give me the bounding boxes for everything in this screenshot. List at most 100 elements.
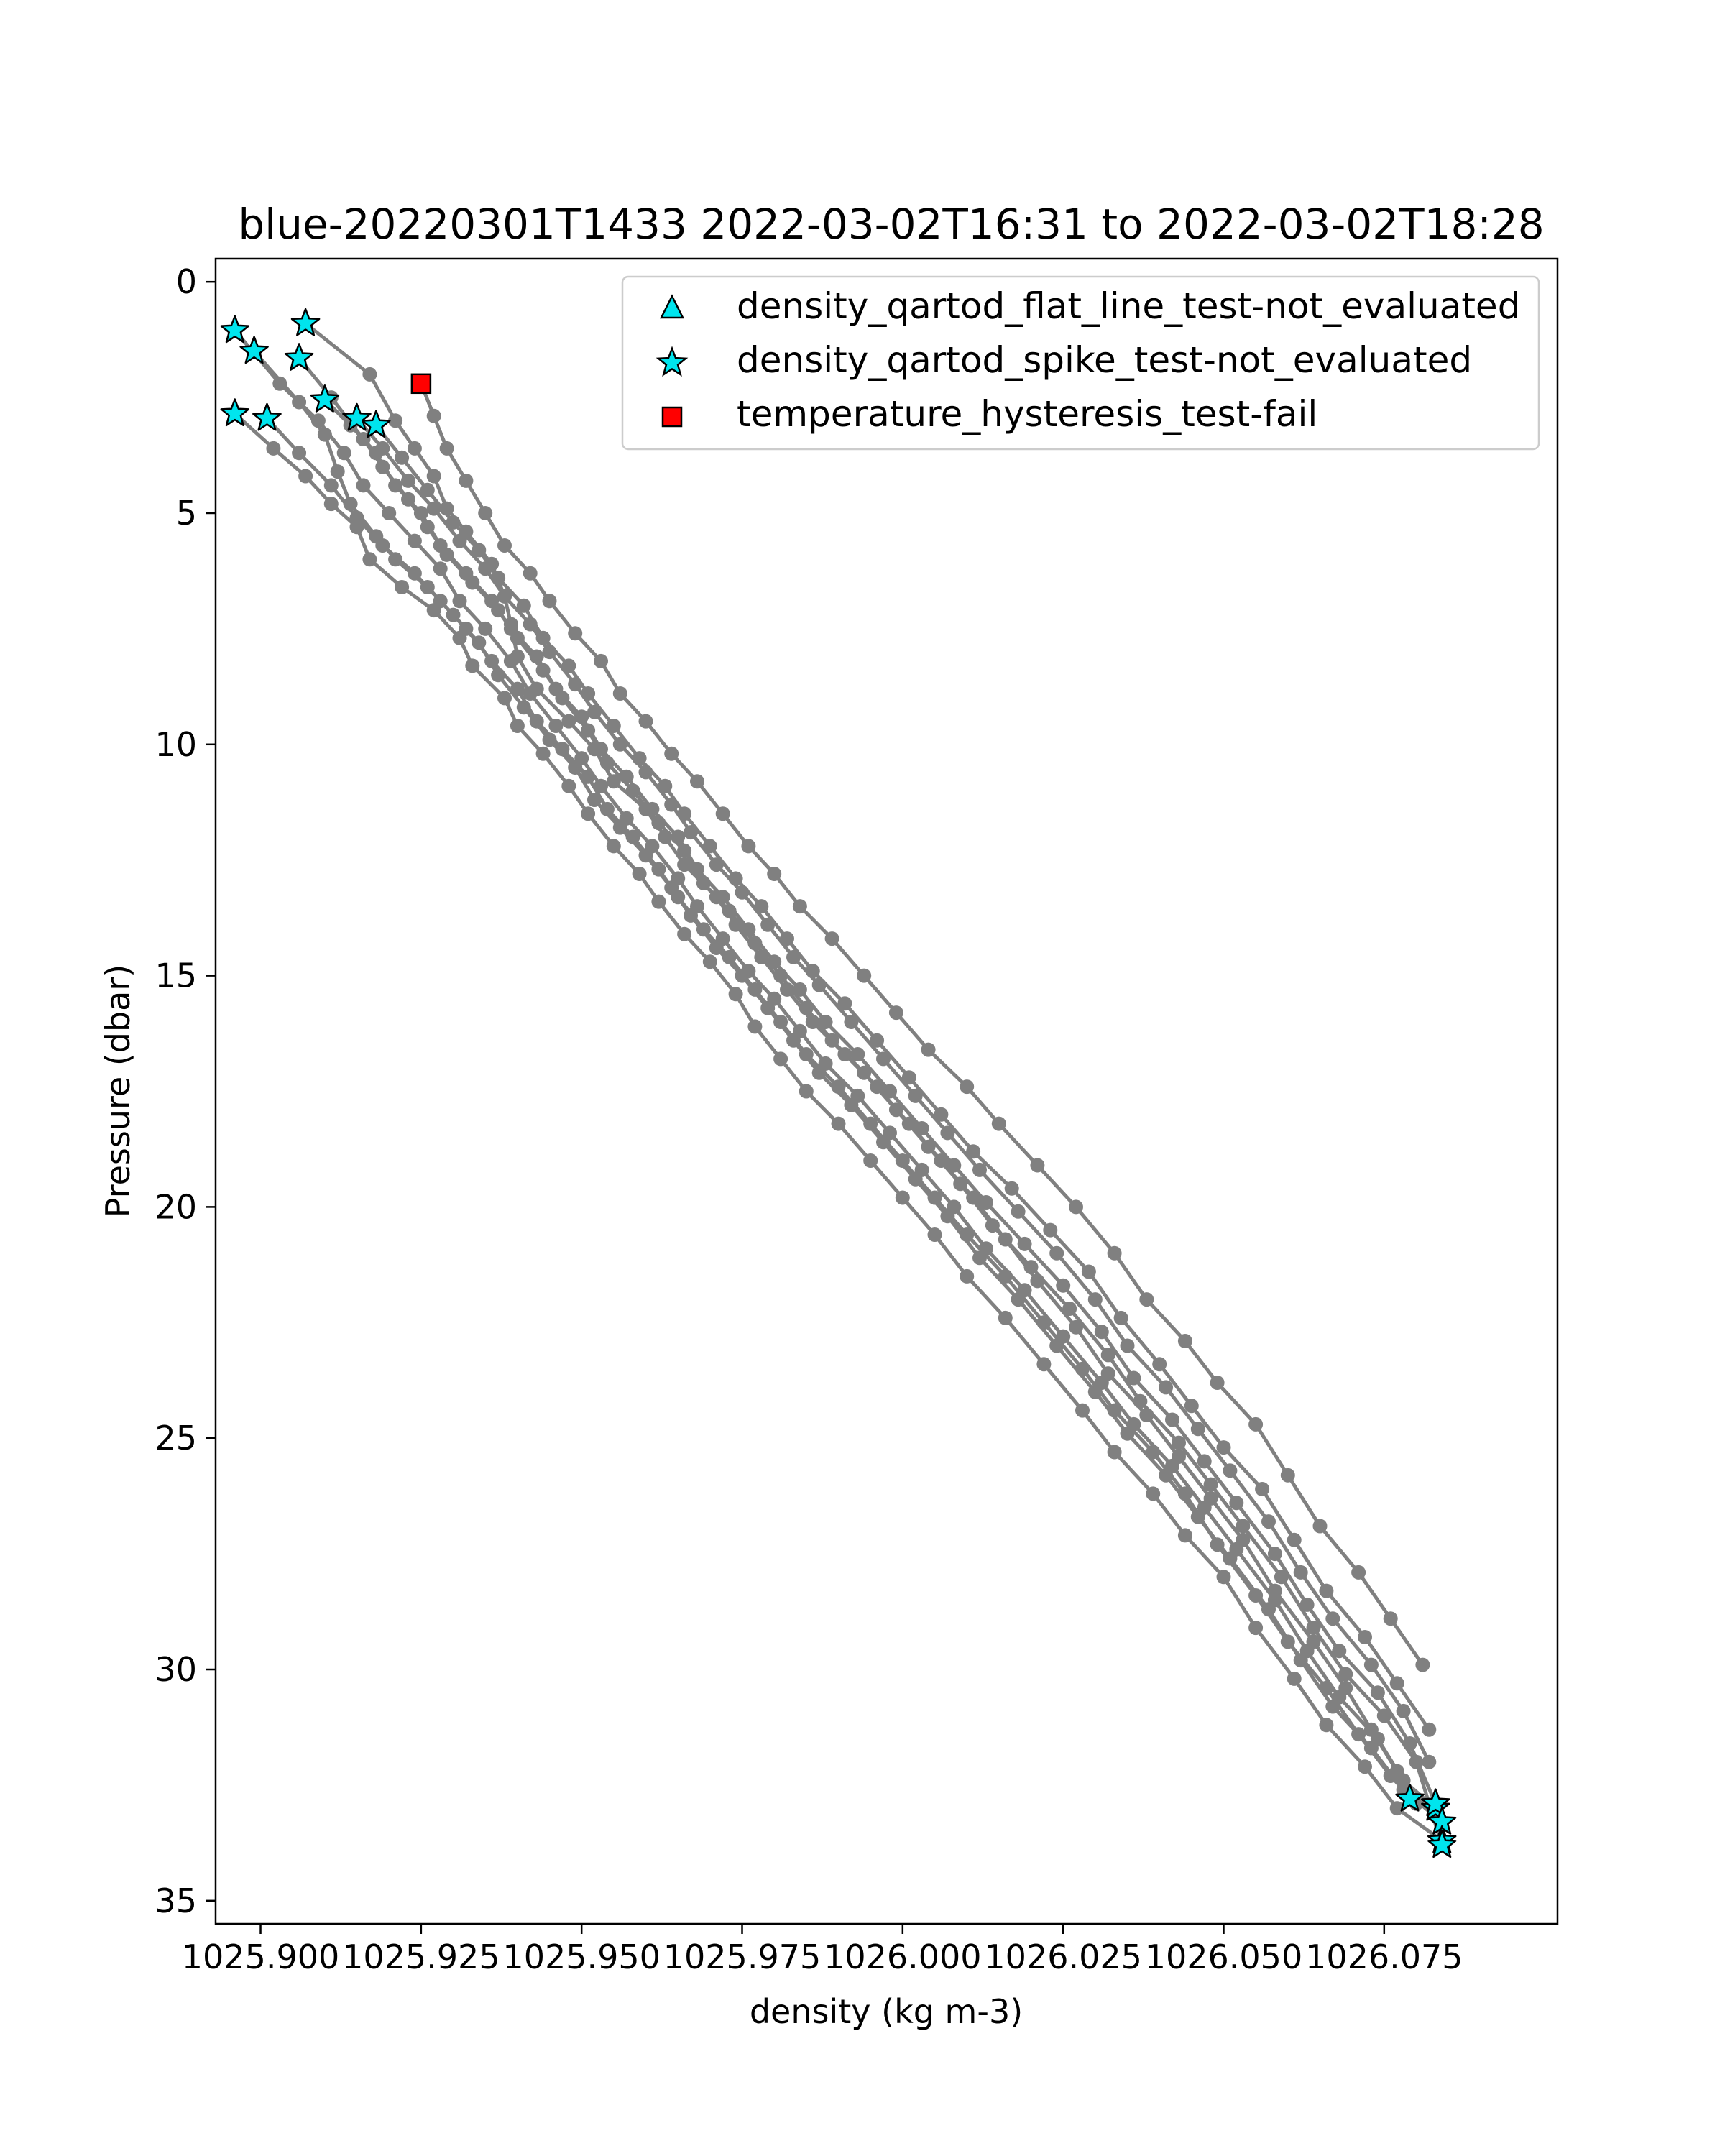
profile-point [292,395,307,410]
profile-point [1126,1370,1141,1386]
profile-point [484,653,500,668]
profile-point [452,594,467,609]
profile-point [581,686,596,701]
profile-point [446,515,461,530]
profile-point [1062,1302,1077,1316]
profile-point [702,839,717,854]
profile-point [1358,1759,1372,1774]
profile-point [561,714,576,729]
profile-point [1075,1361,1090,1376]
legend: density_qartod_flat_line_test-not_evalua… [621,275,1540,451]
profile-point [748,1019,763,1034]
profile-point [1210,1376,1225,1390]
profile-point [503,653,518,668]
legend-star-marker [656,346,689,377]
spike-test-point [310,384,340,413]
profile-point [1120,1338,1135,1353]
profile-point [921,1139,936,1154]
profile-point [960,1227,975,1242]
profile-point [934,1107,949,1122]
profile-point [594,742,608,757]
profile-point [439,441,454,456]
profile-point [1107,1245,1122,1261]
profile-point [901,1070,916,1085]
profile-point [1332,1644,1347,1659]
profile-point [497,538,512,553]
profile-point [741,839,756,854]
profile-point [1056,1278,1071,1293]
profile-point [805,964,820,979]
profile-point [606,719,621,733]
profile-point [599,801,615,816]
profile-9 [413,376,1430,1672]
profile-point [1216,1440,1231,1455]
spike-test-point [362,410,391,438]
profile-point [1383,1611,1398,1626]
profile-point [863,1153,878,1168]
profile-point [1165,1412,1179,1427]
profile-point [850,1047,865,1061]
profile-point [413,506,428,520]
profile-point [362,367,377,382]
profile-point [497,691,512,706]
profile-point [523,686,538,701]
profile-point [619,769,634,784]
spike-test-point [1427,1830,1457,1858]
profile-point [824,1033,840,1048]
profile-point [792,982,807,997]
profile-point [420,482,435,497]
profile-point [940,1125,955,1141]
profile-point [1358,1630,1372,1644]
profile-point [966,1144,981,1159]
profile-point [561,658,576,673]
profile-point [1351,1565,1366,1580]
hysteresis-fail-markers [410,373,432,395]
profile-point [1312,1519,1328,1534]
profile-point [542,732,557,747]
profile-point [1363,1657,1379,1672]
profile-point [940,1209,955,1224]
profile-point [632,867,647,881]
legend-label-flat-line: density_qartod_flat_line_test-not_evalua… [737,285,1520,327]
profile-point [1306,1621,1321,1636]
profile-point [581,769,596,784]
x-tick-label: 1026.025 [984,1938,1142,1976]
profile-point [1152,1357,1167,1372]
profile-point [927,1190,942,1205]
profile-point [767,867,782,881]
profile-point [927,1227,942,1242]
profile-point [773,1015,788,1029]
profile-point [908,1171,923,1187]
profile-point [722,949,737,964]
profile-point [1203,1477,1218,1492]
profile-point [1319,1718,1334,1733]
profile-point [1184,1399,1199,1414]
profile-point [459,621,474,636]
x-tick-label: 1025.925 [342,1938,500,1976]
profile-point [1107,1445,1122,1460]
profile-point [888,1102,903,1118]
profile-point [266,441,281,456]
legend-label-spike: density_qartod_spike_test-not_evaluated [737,339,1472,381]
profile-point [888,1005,903,1021]
profile-point [612,820,627,835]
y-axis-label: Pressure (dbar) [98,964,137,1217]
profile-point [407,441,422,456]
profile-point [323,478,339,493]
profile-point [426,408,441,423]
profile-point [671,829,686,844]
profile-point [1177,1486,1192,1501]
y-tick-label: 10 [155,725,197,764]
profile-point [529,714,544,729]
profile-point [799,1084,814,1099]
spike-test-point [1395,1783,1425,1812]
profile-point [728,987,743,1002]
profile-point [1069,1319,1083,1335]
profile-point [658,778,673,793]
profile-point [1389,1676,1404,1691]
profile-point [844,1097,859,1112]
profile-point [1113,1310,1128,1325]
profile-point [548,719,564,733]
profile-point [960,1079,975,1095]
